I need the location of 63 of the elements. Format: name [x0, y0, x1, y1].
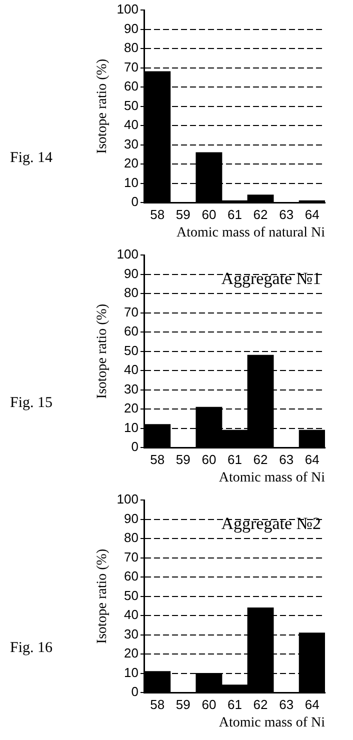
y-tick-label: 60 [124, 78, 138, 94]
y-tick-label: 60 [124, 324, 138, 339]
x-tick-label: 64 [304, 452, 320, 467]
y-tick-label: 50 [124, 588, 138, 603]
x-tick-label: 61 [228, 206, 242, 222]
x-tick-label: 59 [176, 696, 190, 712]
x-tick-label: 64 [304, 206, 320, 222]
x-tick-label: 59 [176, 452, 190, 467]
text: Fig. 15 [10, 395, 53, 412]
y-tick-label: 30 [124, 381, 138, 396]
y-tick-label: 0 [131, 684, 138, 700]
x-tick-label: 62 [253, 206, 268, 222]
x-tick-label: 64 [304, 696, 320, 712]
y-tick-label: 80 [124, 285, 138, 300]
x-tick-label: 58 [150, 696, 165, 712]
y-tick-label: 10 [124, 420, 138, 435]
x-axis-title: Atomic mass of natural Ni [176, 225, 326, 240]
x-tick-label: 60 [202, 696, 216, 712]
x-tick-label: 60 [202, 452, 216, 467]
y-tick-label: 40 [124, 117, 138, 132]
y-tick-label: 40 [124, 362, 138, 378]
x-tick-label: 59 [176, 206, 190, 222]
x-tick-label: 58 [150, 206, 165, 222]
x-tick-label: 61 [228, 696, 242, 712]
y-tick-label: 30 [124, 626, 138, 642]
text: Fig. 14 [10, 150, 53, 167]
x-tick-label: 62 [253, 452, 268, 467]
y-tick-label: 10 [124, 174, 138, 190]
y-tick-label: 50 [124, 342, 138, 358]
y-tick-label: 80 [124, 530, 138, 546]
x-tick-label: 61 [228, 452, 242, 467]
y-tick-label: 100 [116, 2, 138, 17]
y-tick-label: 50 [124, 98, 138, 113]
y-tick-label: 90 [124, 266, 138, 281]
y-tick-label: 90 [124, 510, 138, 526]
y-tick-label: 70 [124, 59, 138, 74]
x-axis-title: Atomic mass of Ni [218, 470, 326, 486]
y-tick-label: 70 [124, 304, 138, 320]
x-tick-label: 63 [279, 206, 294, 222]
y-tick-label: 80 [124, 40, 138, 56]
y-tick-label: 60 [124, 568, 138, 584]
x-tick-label: 63 [279, 696, 294, 712]
text: Fig. 16 [10, 640, 53, 657]
x-tick-label: 63 [279, 452, 294, 467]
x-tick-label: 60 [202, 206, 216, 222]
y-axis-title: Isotope ratio (%) [95, 58, 110, 154]
x-tick-label: 62 [253, 696, 268, 712]
x-axis-title: Atomic mass of Ni [218, 715, 326, 730]
y-axis-title: Isotope ratio (%) [95, 304, 110, 399]
y-tick-label: 20 [124, 646, 138, 661]
y-tick-label: 0 [131, 194, 138, 210]
y-tick-label: 0 [131, 439, 138, 454]
y-axis-title: Isotope ratio (%) [95, 548, 110, 644]
y-tick-label: 30 [124, 136, 138, 152]
y-tick-label: 40 [124, 607, 138, 622]
y-tick-label: 20 [124, 156, 138, 171]
y-tick-label: 100 [116, 246, 138, 262]
y-tick-label: 20 [124, 400, 138, 416]
y-tick-label: 10 [124, 664, 138, 680]
x-tick-label: 58 [150, 452, 165, 467]
y-tick-label: 100 [116, 492, 138, 507]
y-tick-label: 70 [124, 549, 138, 564]
y-tick-label: 90 [124, 20, 138, 36]
